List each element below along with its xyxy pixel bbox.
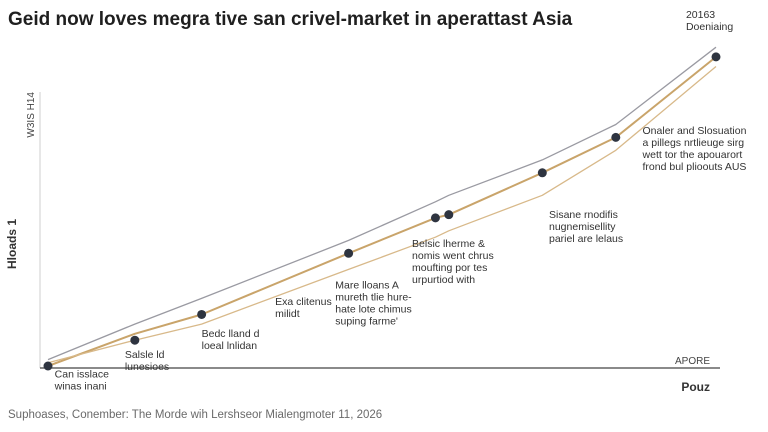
annotation-9: 20163 Doeniaing [686, 9, 733, 33]
data-point-3 [197, 309, 207, 319]
data-point-4 [344, 248, 354, 258]
axes: W3IS H14 Hloads 1 APORE Pouz [5, 92, 720, 394]
annotation-4: Exa clitenus milidt [275, 296, 332, 320]
points-layer [43, 52, 721, 371]
annotation-7: Sisane rnodifis nugnemisellity pariel are … [549, 209, 623, 245]
chart-caption: Suphoases, Conember: The Morde wih Lersh… [8, 409, 383, 421]
data-point-8 [611, 132, 621, 142]
data-point-1 [43, 361, 53, 371]
data-point-6 [444, 210, 454, 220]
annotation-6: Belsic lherme & nomis went chrus moufting … [412, 238, 494, 286]
annotation-2: Salsle ld lunesioes [125, 349, 169, 373]
x-axis-label: Pouz [681, 380, 710, 394]
x-axis-end-label: APORE [675, 356, 710, 367]
y-axis-label: Hloads 1 [5, 219, 19, 269]
annotation-1: Can isslace winas inani [54, 368, 109, 392]
annotation-layer: Can isslace winas inani Salsle ld lunesioes… [54, 9, 747, 392]
annotation-3: Bedc lland d loeal lnlidan [202, 328, 260, 352]
chart-title: Geid now loves megra tive san crivel-mar… [8, 9, 573, 30]
data-point-9 [711, 52, 721, 62]
data-point-7 [537, 168, 547, 178]
series-line-3 [47, 66, 717, 364]
data-point-5 [430, 213, 440, 223]
y-axis-label-top: W3IS H14 [26, 92, 37, 138]
data-point-2 [130, 335, 140, 345]
series-line-2 [47, 46, 717, 361]
annotation-8: Onaler and Slosuation a pillegs nrtlieuge… [642, 125, 747, 173]
